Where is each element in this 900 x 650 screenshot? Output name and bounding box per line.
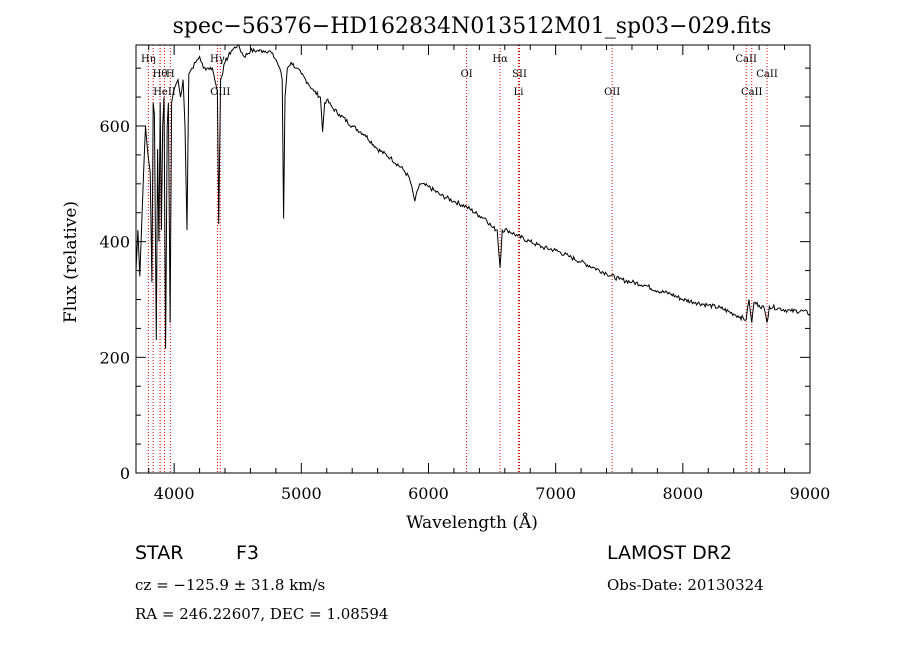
- y-axis-label: Flux (relative): [61, 201, 81, 323]
- axis-ticks: [136, 45, 811, 474]
- y-tick-label: 0: [120, 464, 130, 483]
- plot-frame: [135, 44, 811, 474]
- reference-line-label: Hθ: [153, 69, 168, 80]
- reference-lines: [147, 45, 768, 473]
- reference-line-label: Hγ: [210, 54, 225, 65]
- x-axis-label: Wavelength (Å): [406, 512, 538, 533]
- x-tick-label: 5000: [281, 484, 322, 503]
- reference-line-label: CaII: [756, 69, 778, 80]
- chart-title: spec−56376−HD162834N013512M01_sp03−029.f…: [173, 14, 772, 39]
- x-tick-label: 8000: [662, 484, 703, 503]
- x-tick-label: 9000: [790, 484, 831, 503]
- object-class: STAR: [135, 542, 183, 564]
- x-tick-label: 6000: [408, 484, 449, 503]
- reference-line-label: OII: [604, 87, 620, 98]
- x-tick-label: 7000: [535, 484, 576, 503]
- reference-line-label: OI: [461, 69, 473, 80]
- reference-line-label: CaII: [735, 54, 757, 65]
- spectrum-series-line: [135, 44, 811, 349]
- y-tick-label: 200: [99, 348, 130, 367]
- y-tick-label: 600: [99, 117, 130, 136]
- ra-dec: RA = 246.22607, DEC = 1.08594: [135, 605, 388, 623]
- x-tick-label: 4000: [154, 484, 195, 503]
- observation-date: Obs-Date: 20130324: [607, 576, 764, 594]
- reference-line-label: Hα: [492, 54, 508, 65]
- survey-name: LAMOST DR2: [607, 542, 732, 564]
- reference-line-label: SII: [512, 69, 527, 80]
- object-subclass: F3: [236, 542, 259, 564]
- reference-line-label: H: [166, 69, 175, 80]
- axis-tick-labels: 4000 5000 6000 7000 8000 9000 0 200 400 600: [99, 117, 830, 503]
- reference-line-label: Hη: [141, 54, 156, 65]
- reference-line-label: CaII: [741, 87, 763, 98]
- reference-line-label: HeII: [153, 87, 176, 98]
- reference-line-label: Li: [514, 87, 524, 98]
- y-tick-label: 400: [99, 233, 130, 252]
- redshift-cz: cz = −125.9 ± 31.8 km/s: [135, 576, 325, 594]
